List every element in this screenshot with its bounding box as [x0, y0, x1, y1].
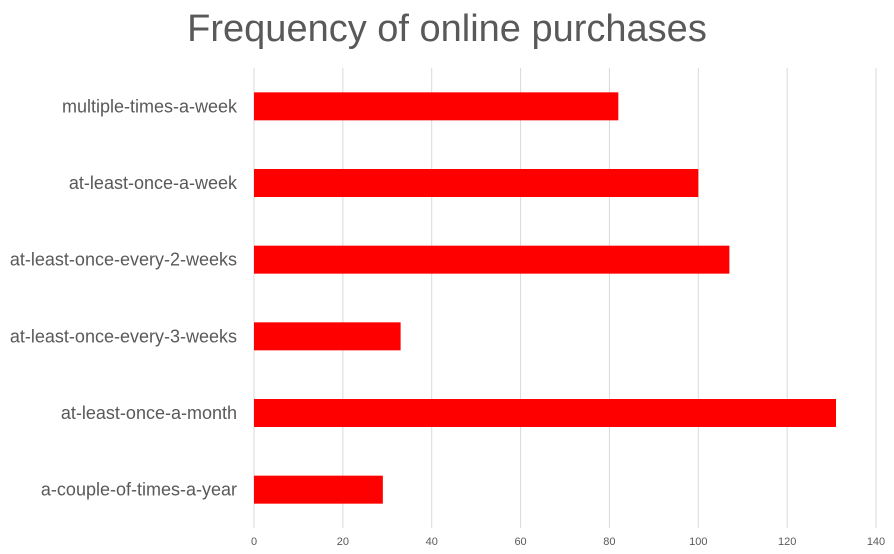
x-tick-label: 140	[867, 536, 885, 548]
x-tick-label: 40	[426, 536, 438, 548]
bars	[254, 92, 837, 504]
category-label: at-least-once-every-3-weeks	[10, 326, 237, 346]
bar-a-couple-of-times-a-year	[254, 475, 383, 504]
chart-title: Frequency of online purchases	[187, 8, 707, 50]
bar-multiple-times-a-week	[254, 92, 619, 121]
x-tick-label: 80	[603, 536, 615, 548]
bar-at-least-once-every-2-weeks	[254, 245, 730, 274]
category-label: at-least-once-every-2-weeks	[10, 250, 237, 270]
bar-at-least-once-every-3-weeks	[254, 322, 401, 351]
category-label: at-least-once-a-week	[69, 173, 238, 193]
category-label: a-couple-of-times-a-year	[41, 480, 237, 500]
category-label: multiple-times-a-week	[62, 96, 238, 116]
gridlines	[253, 68, 877, 528]
x-tick-label: 0	[251, 536, 257, 548]
category-labels: multiple-times-a-week at-least-once-a-wee…	[10, 96, 238, 499]
category-label: at-least-once-a-month	[61, 403, 237, 423]
tick-labels: 0 20 40 60 80 100 120 140	[251, 536, 885, 548]
bar-at-least-once-a-week	[254, 169, 699, 197]
bar-at-least-once-a-month	[254, 399, 837, 427]
x-tick-label: 60	[514, 536, 526, 548]
x-tick-label: 100	[689, 536, 707, 548]
x-tick-label: 20	[337, 536, 349, 548]
x-tick-label: 120	[778, 536, 796, 548]
